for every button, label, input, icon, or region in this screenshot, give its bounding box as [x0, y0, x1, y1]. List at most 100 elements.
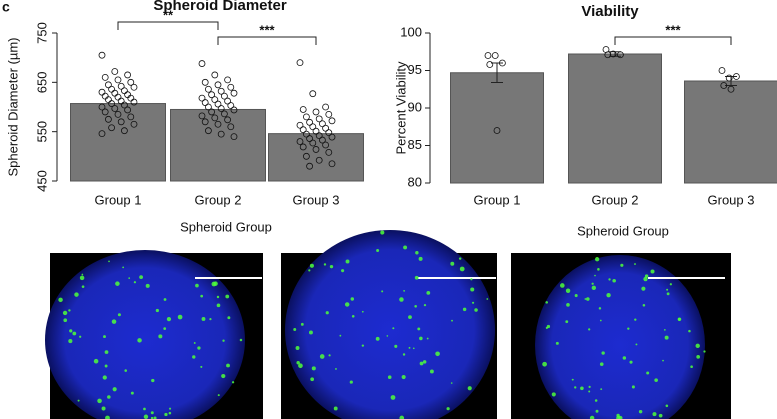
spot: [646, 371, 650, 375]
spot: [399, 297, 404, 302]
spot: [81, 273, 84, 276]
spot: [571, 378, 574, 381]
data-point: [108, 100, 115, 107]
spot: [209, 318, 212, 321]
spot: [638, 409, 643, 414]
spot: [111, 319, 117, 324]
bar: [684, 80, 777, 184]
spot: [458, 257, 462, 260]
data-point: [127, 94, 135, 102]
data-point: [491, 52, 499, 59]
spot: [79, 275, 85, 281]
y-tick-label: 85: [408, 137, 422, 152]
spot: [574, 294, 578, 298]
spot: [325, 311, 329, 315]
data-point: [309, 139, 317, 147]
spot: [130, 391, 134, 395]
spot: [426, 291, 431, 295]
spot: [168, 411, 172, 415]
data-point: [733, 73, 740, 80]
spot: [696, 354, 701, 359]
spot: [414, 275, 419, 280]
spot: [104, 350, 109, 354]
data-point: [111, 68, 119, 75]
data-point: [227, 102, 235, 109]
spot: [319, 354, 325, 359]
spot: [459, 266, 465, 272]
x-tick-label: Group 2: [195, 192, 242, 207]
spot: [166, 317, 172, 322]
spot: [401, 374, 406, 380]
spot: [688, 329, 691, 333]
spot: [308, 330, 313, 335]
micrograph-1: [45, 250, 263, 419]
spot: [217, 394, 220, 397]
spot: [193, 342, 196, 344]
spot: [599, 319, 602, 322]
data-point: [208, 91, 216, 99]
panel-label: c: [2, 0, 10, 15]
spot: [598, 307, 602, 310]
data-point: [114, 93, 122, 101]
spot: [606, 293, 611, 298]
x-tick-label: Group 1: [95, 192, 142, 207]
spot: [622, 356, 627, 360]
spot: [298, 363, 303, 369]
data-point: [299, 143, 307, 151]
spot: [375, 336, 380, 341]
spot: [627, 327, 630, 330]
spot: [361, 310, 364, 313]
spot: [225, 294, 230, 299]
bar: [70, 103, 166, 182]
spot: [418, 256, 423, 261]
y-axis-label: Spheroid Diameter (µm): [5, 38, 20, 177]
spot: [629, 360, 633, 364]
spot: [643, 276, 648, 282]
data-point: [98, 51, 106, 59]
spot: [419, 361, 424, 366]
spot: [612, 278, 616, 283]
data-point: [98, 103, 106, 111]
data-point: [101, 74, 109, 81]
significance-label: ***: [259, 22, 275, 37]
bar: [170, 108, 266, 182]
spot: [677, 317, 682, 322]
spot: [105, 415, 110, 419]
spot: [419, 336, 423, 341]
spot: [474, 308, 478, 312]
data-point: [309, 90, 317, 98]
x-axis-label: Spheroid Group: [577, 223, 669, 238]
data-point: [718, 67, 726, 74]
x-tick-label: Group 3: [708, 192, 755, 207]
y-tick-label: 650: [34, 71, 49, 93]
spot: [594, 257, 600, 262]
data-point: [214, 100, 222, 108]
data-point: [322, 141, 330, 149]
spot: [231, 381, 235, 384]
y-tick-label: 550: [34, 121, 49, 143]
spot: [169, 407, 172, 410]
spot: [63, 318, 68, 323]
data-point: [299, 126, 307, 134]
data-point: [198, 94, 206, 102]
data-point: [328, 133, 336, 141]
data-point: [101, 108, 109, 116]
spot: [308, 269, 311, 272]
spot: [69, 329, 73, 333]
spot: [560, 283, 565, 288]
data-point: [325, 148, 333, 156]
data-point: [117, 118, 125, 126]
data-point: [217, 105, 225, 112]
spot: [133, 281, 137, 284]
spot: [422, 360, 427, 364]
data-point: [227, 123, 235, 131]
data-point: [111, 89, 119, 97]
data-point: [204, 85, 212, 93]
y-tick-label: 90: [408, 99, 422, 114]
spot: [164, 412, 168, 417]
spot: [200, 294, 204, 298]
data-point: [315, 132, 323, 140]
spot: [311, 366, 316, 371]
data-point: [325, 111, 333, 118]
